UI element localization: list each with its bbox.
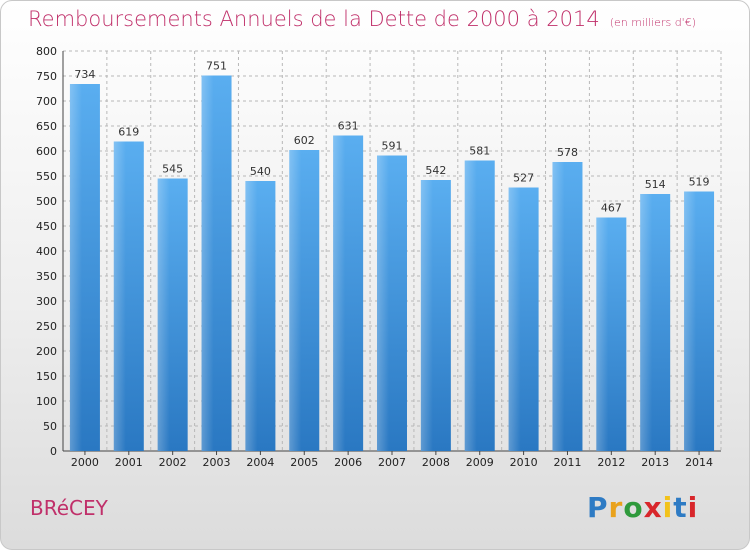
y-tick-label: 550 [36, 170, 57, 183]
bar-value-label: 527 [513, 172, 534, 185]
bar-value-label: 514 [645, 178, 666, 191]
bar-value-label: 540 [250, 165, 271, 178]
x-tick-label: 2003 [203, 456, 231, 469]
bar-value-label: 581 [469, 145, 490, 158]
bar-highlight [464, 160, 495, 451]
y-tick-label: 450 [36, 220, 57, 233]
x-tick-label: 2010 [510, 456, 538, 469]
chart-unit-label: (en milliers d'€) [609, 16, 696, 29]
y-tick-label: 250 [36, 320, 57, 333]
y-tick-label: 100 [36, 395, 57, 408]
x-tick-label: 2006 [334, 456, 362, 469]
bar-highlight [552, 162, 583, 451]
commune-name: BRéCEY [30, 496, 108, 520]
y-tick-label: 150 [36, 370, 57, 383]
x-tick-label: 2014 [685, 456, 713, 469]
bar-value-label: 751 [206, 60, 227, 73]
bar-value-label: 591 [382, 140, 403, 153]
bar-value-label: 542 [425, 164, 446, 177]
bar-highlight [245, 181, 276, 451]
axis-layer: 0 50 100 150 200 250 300 350 400 450 500 550 600 650 7… [36, 45, 721, 469]
x-tick-label: 2009 [466, 456, 494, 469]
x-tick-label: 2005 [290, 456, 318, 469]
bar-layer: 734 619 545 751 540 602 631 591 542 581 527 578 467 5… [69, 60, 715, 451]
bar-highlight [640, 194, 671, 451]
bar-highlight [508, 187, 539, 451]
bar-value-label: 602 [294, 134, 315, 147]
bar-highlight [289, 150, 320, 451]
bar-highlight [377, 155, 407, 451]
bar-value-label: 631 [338, 120, 359, 133]
bar-highlight [333, 135, 364, 451]
y-tick-label: 500 [36, 195, 57, 208]
y-tick-label: 600 [36, 145, 57, 158]
y-tick-label: 0 [50, 445, 57, 458]
x-tick-label: 2002 [159, 456, 187, 469]
x-tick-label: 2013 [641, 456, 669, 469]
x-tick-label: 2000 [71, 456, 99, 469]
bar-highlight [596, 217, 627, 451]
bar-value-label: 519 [689, 176, 710, 189]
x-tick-label: 2012 [597, 456, 625, 469]
y-tick-label: 700 [36, 95, 57, 108]
chart-title-text: Remboursements Annuels de la Dette de 20… [28, 7, 600, 31]
y-tick-label: 50 [43, 420, 57, 433]
bar-highlight [113, 141, 144, 451]
y-tick-label: 750 [36, 70, 57, 83]
y-tick-label: 300 [36, 295, 57, 308]
bar-highlight [684, 191, 715, 451]
bar-value-label: 578 [557, 146, 578, 159]
bar-value-label: 619 [118, 126, 139, 139]
bar-value-label: 734 [74, 68, 95, 81]
y-tick-label: 350 [36, 270, 57, 283]
bar-value-label: 545 [162, 163, 183, 176]
y-tick-label: 650 [36, 120, 57, 133]
y-tick-label: 800 [36, 45, 57, 58]
x-tick-label: 2011 [553, 456, 581, 469]
bar-value-label: 467 [601, 202, 622, 215]
proxiti-logo: Proxiti [587, 491, 699, 524]
x-tick-label: 2004 [246, 456, 274, 469]
x-tick-label: 2001 [115, 456, 143, 469]
y-tick-label: 400 [36, 245, 57, 258]
x-tick-label: 2008 [422, 456, 450, 469]
chart-title: Remboursements Annuels de la Dette de 20… [28, 7, 696, 31]
bar-highlight [69, 84, 100, 451]
bar-highlight [420, 180, 451, 451]
x-tick-label: 2007 [378, 456, 406, 469]
y-tick-label: 200 [36, 345, 57, 358]
bar-highlight [157, 178, 188, 451]
bar-highlight [201, 75, 232, 451]
